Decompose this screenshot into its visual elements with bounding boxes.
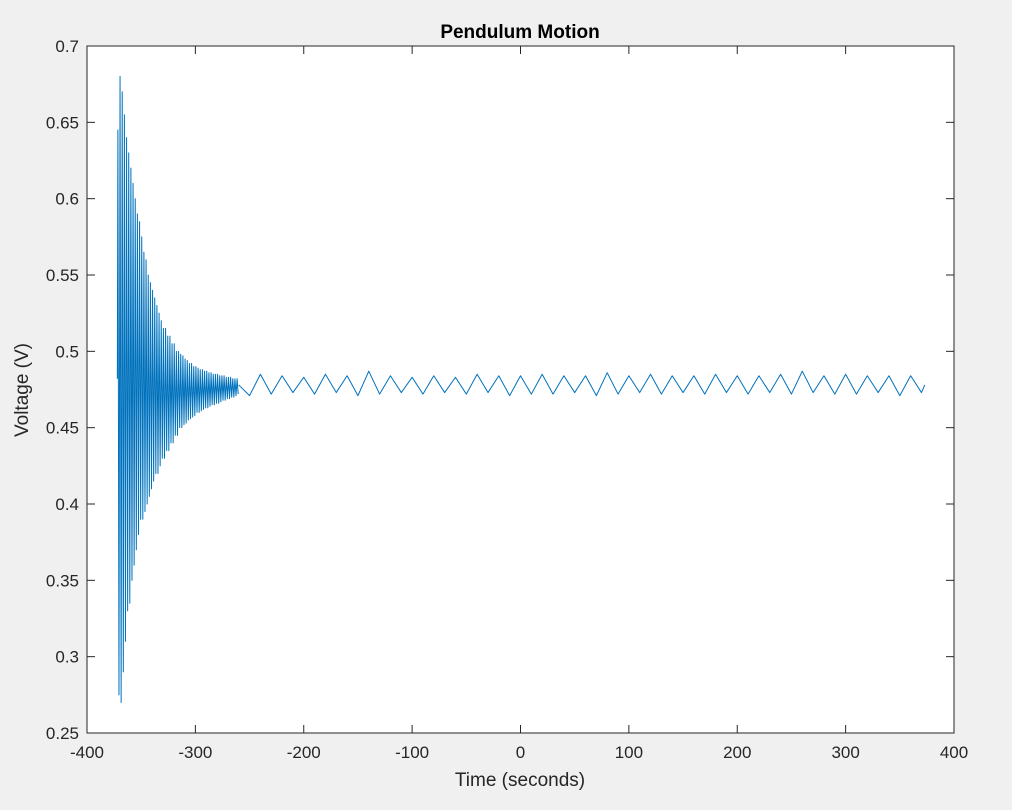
- y-tick-label: 0.25: [46, 724, 79, 743]
- y-tick-label: 0.6: [55, 190, 79, 209]
- y-tick-label: 0.4: [55, 495, 79, 514]
- chart-title: Pendulum Motion: [440, 22, 599, 43]
- y-tick-label: 0.3: [55, 648, 79, 667]
- y-tick-label: 0.65: [46, 113, 79, 132]
- y-tick-label: 0.35: [46, 571, 79, 590]
- x-tick-label: -400: [70, 743, 104, 762]
- x-tick-label: 0: [516, 743, 525, 762]
- tick-layer: -400 -300 -200 -100 0 100 200 300 400 0.25 0.3 0.35…: [46, 37, 968, 762]
- x-tick-label: 200: [723, 743, 751, 762]
- x-tick-label: -100: [395, 743, 429, 762]
- y-axis-label: Voltage (V): [12, 343, 33, 437]
- x-tick-label: 100: [615, 743, 643, 762]
- x-tick-label: -300: [178, 743, 212, 762]
- y-tick-label: 0.55: [46, 266, 79, 285]
- voltage-series-line-1: [238, 370, 926, 397]
- x-tick-label: 400: [940, 743, 968, 762]
- voltage-series-line-0: [116, 76, 239, 703]
- y-tick-label: 0.45: [46, 419, 79, 438]
- x-tick-label: -200: [287, 743, 321, 762]
- y-tick-label: 0.7: [55, 37, 79, 56]
- series-layer: [116, 76, 926, 703]
- x-tick-label: 300: [831, 743, 859, 762]
- y-tick-label: 0.5: [55, 342, 79, 361]
- x-axis-label: Time (seconds): [455, 770, 585, 791]
